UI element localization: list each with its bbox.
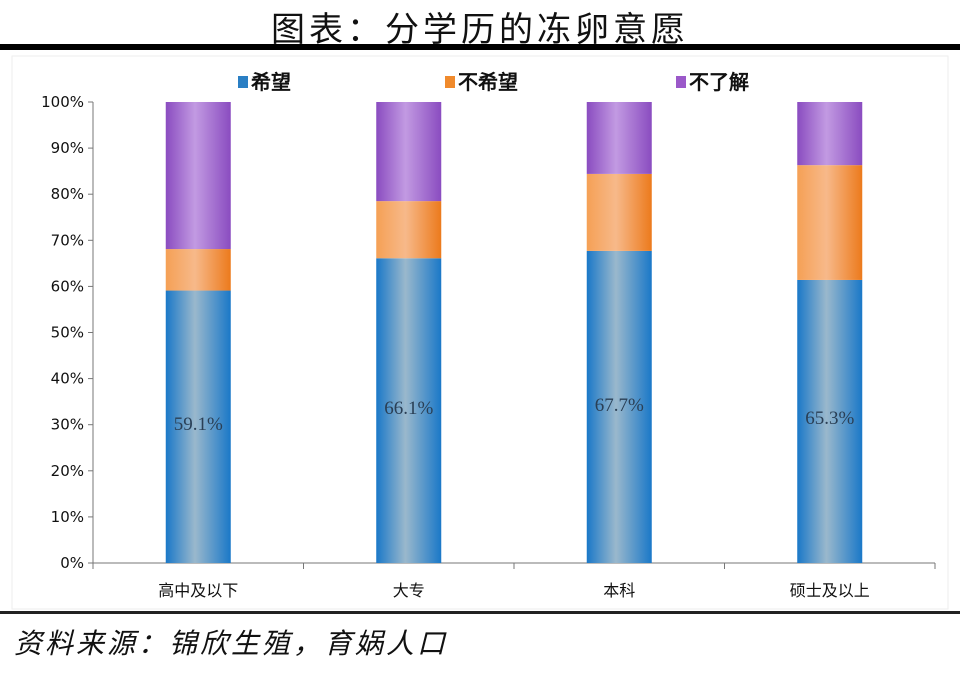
bar-不了解-本科 (586, 102, 652, 174)
bar-希望-高中及以下 (165, 290, 231, 563)
bar-希望-硕士及以上 (797, 279, 863, 563)
y-tick-label: 10% (51, 508, 84, 526)
bar-不希望-硕士及以上 (797, 165, 863, 280)
x-tick-label: 高中及以下 (158, 581, 238, 600)
axes: 0% 10% 20% 30% 40% 50% 60% 70% 80% 90% 100% 高中及以下 大专… (41, 93, 936, 600)
y-tick-label: 20% (51, 462, 84, 480)
footer-divider (0, 611, 960, 614)
title-divider (0, 44, 960, 50)
y-tick-label: 0% (60, 554, 84, 572)
legend-label-1: 不希望 (458, 70, 518, 94)
legend: 希望 不希望 不了解 (238, 70, 749, 94)
legend-swatch-0 (238, 76, 248, 88)
data-label-高中及以下: 59.1% (174, 414, 223, 435)
chart-title: 图表：分学历的冻卵意愿 (271, 10, 689, 50)
y-tick-label: 70% (51, 231, 84, 249)
y-tick-label: 80% (51, 185, 84, 203)
bars (165, 102, 863, 563)
y-tick-label: 100% (41, 93, 84, 111)
legend-label-0: 希望 (251, 70, 291, 94)
x-tick-label: 大专 (393, 581, 425, 600)
bar-不希望-大专 (376, 201, 442, 259)
x-tick-label: 本科 (603, 581, 635, 600)
source-note: 资料来源：锦欣生殖，育娲人口 (14, 627, 449, 660)
data-label-大专: 66.1% (384, 398, 433, 419)
bar-不了解-硕士及以上 (797, 102, 863, 166)
plot-frame (11, 55, 949, 610)
y-tick-label: 30% (51, 416, 84, 434)
bar-不希望-本科 (586, 173, 652, 251)
y-tick-label: 60% (51, 277, 84, 295)
bar-不希望-高中及以下 (165, 249, 231, 291)
legend-label-2: 不了解 (689, 70, 749, 94)
bar-不了解-高中及以下 (165, 102, 231, 250)
data-label-本科: 67.7% (595, 395, 644, 416)
bar-希望-本科 (586, 250, 652, 563)
y-tick-label: 50% (51, 324, 84, 342)
x-tick-label: 硕士及以上 (790, 581, 870, 600)
y-tick-label: 40% (51, 370, 84, 388)
legend-swatch-1 (445, 76, 455, 88)
bar-不了解-大专 (376, 102, 442, 202)
data-label-硕士及以上: 65.3% (805, 408, 854, 429)
legend-swatch-2 (676, 76, 686, 88)
y-tick-label: 90% (51, 139, 84, 157)
bar-希望-大专 (376, 258, 442, 563)
data-labels: 59.1% 66.1% 67.7% 65.3% (174, 395, 855, 435)
